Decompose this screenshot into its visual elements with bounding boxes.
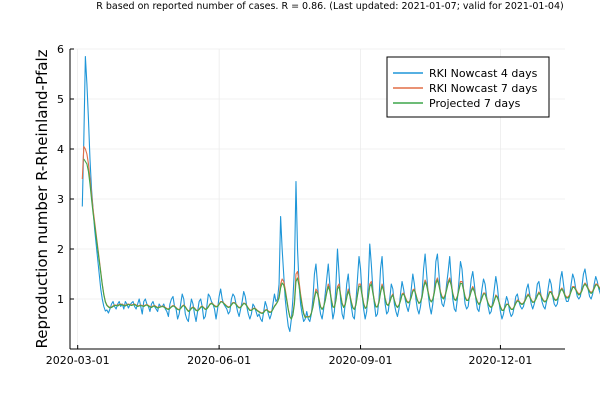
legend-label-2: RKI Nowcast 7 days [429, 82, 538, 95]
chart-title: R based on reported number of cases. R =… [96, 1, 563, 12]
y-tick-label: 2 [57, 243, 64, 256]
legend: RKI Nowcast 4 days RKI Nowcast 7 days Proj… [386, 56, 550, 118]
series-line-1 [81, 55, 600, 333]
x-tick-label: 2020-09-01 [329, 354, 393, 367]
y-tick-label: 1 [57, 293, 64, 306]
series-line-2 [81, 145, 600, 320]
x-ticks: 2020-03-01 2020-06-01 2020-09-01 2020-12-01 [46, 345, 532, 367]
y-tick-label: 4 [57, 143, 64, 156]
series-line-3 [83, 158, 600, 320]
legend-label-1: RKI Nowcast 4 days [429, 67, 538, 80]
y-tick-label: 6 [57, 43, 64, 56]
y-tick-label: 5 [57, 93, 64, 106]
legend-box [386, 56, 550, 118]
x-tick-label: 2020-03-01 [46, 354, 110, 367]
x-tick-label: 2020-06-01 [187, 354, 251, 367]
grid [70, 48, 565, 349]
series-layer [81, 55, 600, 333]
legend-label-3: Projected 7 days [429, 97, 521, 110]
y-ticks: 1 2 3 4 5 6 [57, 43, 74, 306]
y-tick-label: 3 [57, 193, 64, 206]
x-tick-label: 2020-12-01 [468, 354, 532, 367]
y-axis-label: Reproduction number R-Rheinland-Pfalz [33, 49, 51, 348]
